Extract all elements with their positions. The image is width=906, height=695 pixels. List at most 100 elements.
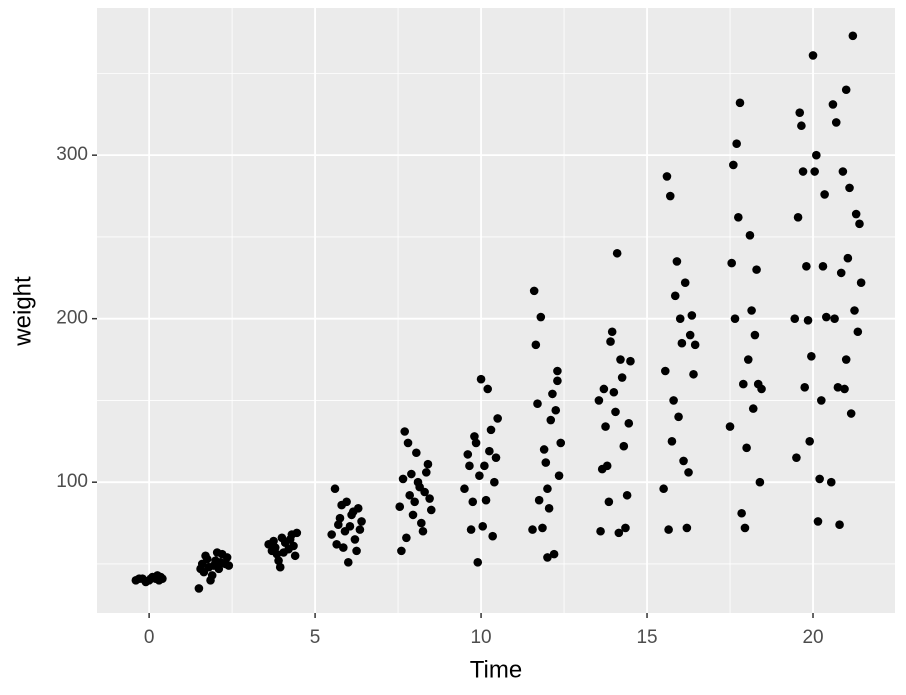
point	[290, 551, 300, 561]
point	[797, 121, 806, 131]
point	[355, 525, 365, 534]
point	[395, 502, 405, 512]
point	[812, 150, 821, 160]
point	[813, 517, 823, 526]
point	[352, 546, 361, 556]
point	[543, 553, 552, 562]
point	[335, 513, 345, 523]
point	[423, 459, 433, 469]
point	[417, 518, 426, 528]
point	[275, 562, 285, 572]
point	[833, 383, 843, 392]
point	[292, 528, 302, 538]
point	[685, 330, 695, 340]
point	[134, 574, 144, 583]
point	[410, 497, 419, 507]
point	[690, 340, 700, 350]
point	[687, 311, 697, 320]
point	[212, 548, 222, 557]
x-tick-label: 10	[470, 627, 491, 648]
point	[841, 85, 851, 95]
point	[332, 540, 341, 549]
point	[594, 396, 604, 405]
point	[485, 446, 494, 456]
point	[473, 558, 483, 567]
point	[270, 543, 280, 552]
point	[460, 484, 469, 494]
point	[539, 445, 549, 454]
point	[553, 366, 562, 376]
point	[546, 415, 556, 425]
point	[739, 379, 748, 389]
point	[840, 384, 849, 394]
point	[425, 494, 434, 503]
point	[675, 314, 685, 323]
point	[835, 520, 844, 530]
point	[279, 548, 288, 557]
point	[403, 438, 413, 448]
point	[729, 160, 738, 170]
point	[468, 497, 478, 507]
point	[529, 286, 539, 296]
point	[826, 477, 836, 487]
point	[730, 314, 740, 323]
point	[289, 541, 298, 551]
point	[196, 564, 205, 574]
point	[418, 526, 428, 536]
point	[810, 167, 819, 176]
point	[544, 504, 554, 513]
point	[405, 490, 414, 500]
point	[805, 437, 814, 446]
point	[209, 561, 219, 570]
point	[795, 108, 805, 117]
point	[677, 338, 687, 348]
point	[533, 399, 542, 409]
point	[476, 374, 486, 384]
point	[748, 404, 758, 413]
point	[491, 453, 501, 462]
point	[851, 209, 861, 219]
point	[426, 505, 436, 515]
point	[747, 306, 756, 315]
point	[480, 461, 489, 471]
point	[820, 190, 829, 199]
point	[626, 356, 635, 366]
point	[534, 495, 544, 505]
point	[611, 407, 620, 417]
point	[689, 369, 698, 379]
point	[792, 453, 801, 462]
point	[194, 584, 204, 593]
point	[543, 484, 552, 494]
point	[850, 306, 859, 315]
point	[664, 525, 673, 534]
point	[793, 212, 803, 222]
point	[856, 278, 866, 288]
point	[790, 314, 800, 323]
point	[621, 523, 630, 533]
point	[831, 118, 841, 127]
point	[528, 525, 537, 534]
point	[551, 405, 561, 415]
point	[269, 536, 278, 546]
point	[488, 531, 497, 541]
point	[848, 31, 858, 41]
point	[725, 422, 735, 431]
point	[556, 438, 566, 448]
point	[202, 554, 212, 564]
point	[327, 530, 336, 539]
point	[607, 327, 617, 337]
point	[397, 546, 406, 556]
x-tick-label: 0	[144, 627, 155, 648]
point	[146, 574, 156, 583]
point	[808, 51, 818, 60]
point	[216, 558, 225, 567]
point	[624, 419, 634, 428]
point	[855, 219, 864, 229]
point	[357, 517, 366, 526]
point	[818, 262, 828, 271]
point	[597, 464, 607, 474]
point	[745, 230, 755, 240]
point	[478, 522, 488, 531]
point	[617, 373, 627, 382]
